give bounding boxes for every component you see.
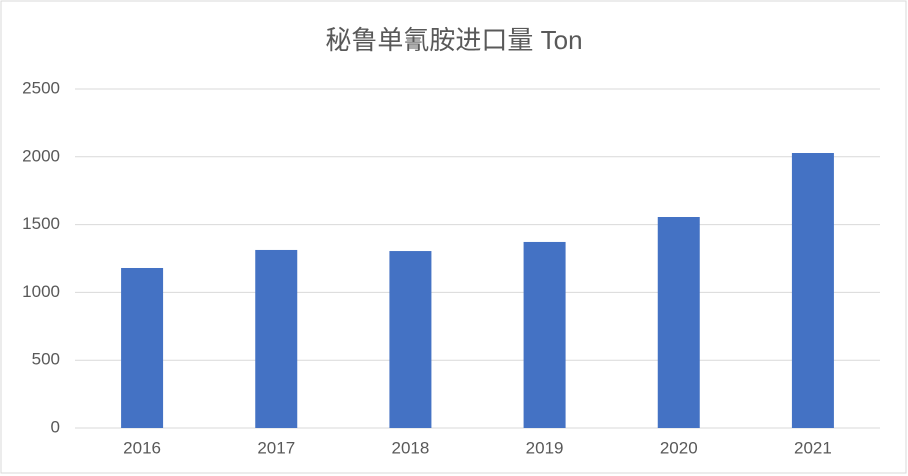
x-tick-label: 2020 bbox=[660, 438, 698, 457]
y-tick-label: 1000 bbox=[22, 282, 60, 301]
bar bbox=[523, 241, 566, 428]
x-tick-label: 2017 bbox=[257, 438, 295, 457]
y-tick-label: 0 bbox=[51, 417, 60, 436]
bar bbox=[121, 267, 164, 428]
y-tick-label: 1500 bbox=[22, 214, 60, 233]
x-tick-label: 2018 bbox=[392, 438, 430, 457]
y-tick-label: 2500 bbox=[22, 78, 60, 97]
y-tick-label: 2000 bbox=[22, 146, 60, 165]
chart-title: 秘鲁单氰胺进口量 Ton bbox=[325, 25, 582, 55]
x-tick-label: 2021 bbox=[794, 438, 832, 457]
y-tick-label: 500 bbox=[32, 350, 60, 369]
bar bbox=[657, 217, 700, 428]
bar bbox=[389, 251, 432, 428]
x-tick-label: 2019 bbox=[526, 438, 564, 457]
bar bbox=[255, 249, 298, 428]
x-tick-label: 2016 bbox=[123, 438, 161, 457]
bar bbox=[791, 153, 834, 428]
